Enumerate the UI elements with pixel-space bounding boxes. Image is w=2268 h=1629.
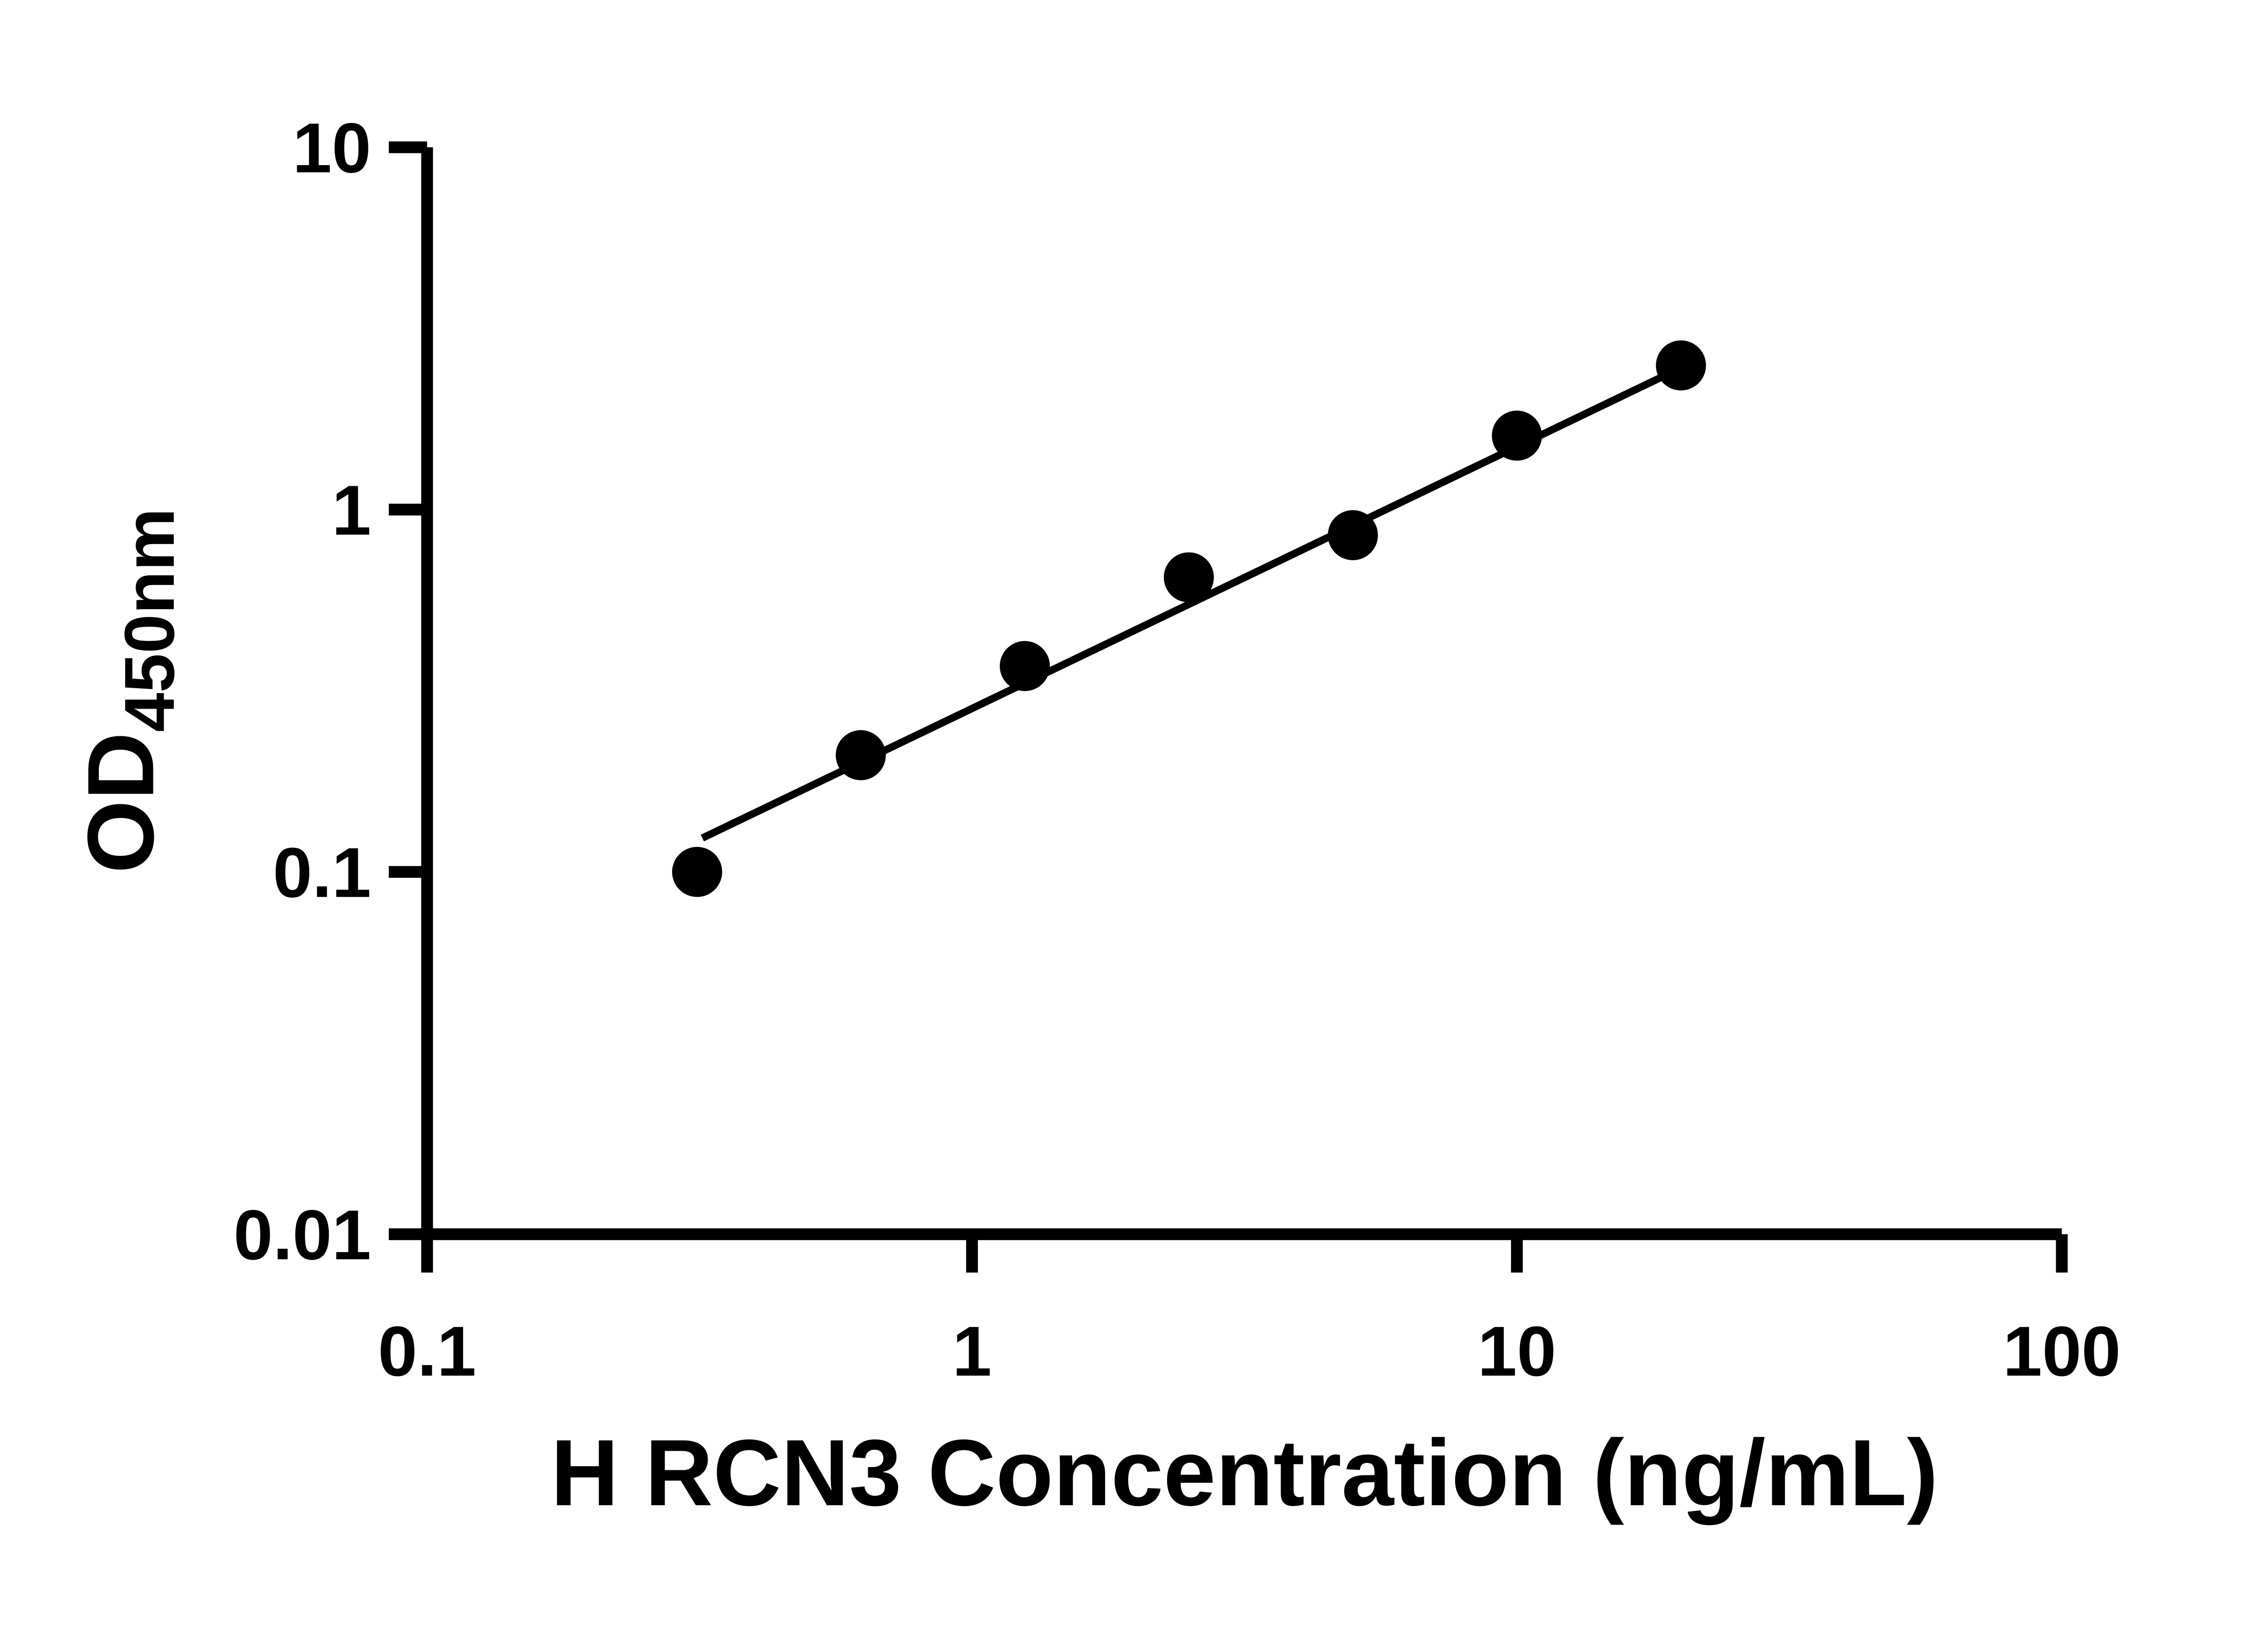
y-axis-title: OD450nm — [68, 508, 189, 873]
data-point — [1656, 340, 1706, 391]
y-tick-label: 0.1 — [273, 833, 371, 912]
y-tick-label: 10 — [293, 109, 371, 188]
data-point — [836, 730, 886, 780]
x-axis-title: H RCN3 Concentration (ng/mL) — [551, 1420, 1938, 1526]
data-point — [1328, 510, 1378, 560]
axes-frame — [421, 147, 2062, 1240]
data-point — [1163, 552, 1214, 602]
elisa-standard-curve-figure: 0.1 1 10 100 0.01 0.1 1 10 H RCN3 Concentration … — [68, 108, 2121, 1526]
data-point — [672, 846, 723, 897]
data-point — [1491, 411, 1542, 461]
y-tick-label: 0.01 — [234, 1196, 371, 1275]
y-tick-label: 1 — [332, 471, 371, 550]
x-tick-label: 10 — [1477, 1312, 1556, 1391]
x-tick-label: 0.1 — [378, 1312, 476, 1391]
data-point — [1000, 641, 1050, 691]
x-tick-label: 100 — [2003, 1312, 2121, 1391]
x-tick-label: 1 — [953, 1312, 992, 1391]
